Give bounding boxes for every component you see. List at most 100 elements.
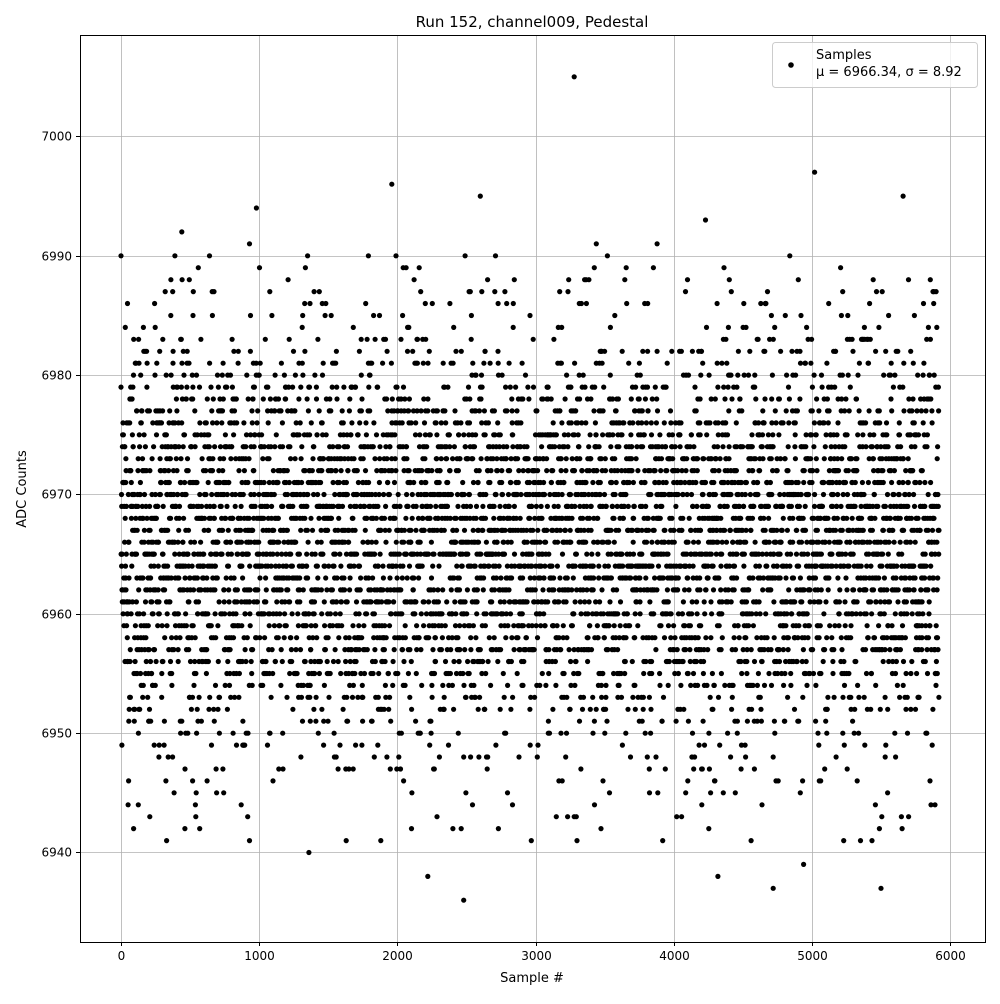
data-point: [298, 420, 303, 425]
data-point: [423, 301, 428, 306]
data-point: [219, 504, 224, 509]
data-point: [193, 814, 198, 819]
data-point: [708, 599, 713, 604]
data-point: [142, 492, 147, 497]
data-point: [133, 623, 138, 628]
data-point: [472, 444, 477, 449]
data-point: [389, 361, 394, 366]
data-point: [607, 599, 612, 604]
data-point: [271, 528, 276, 533]
data-point: [462, 647, 467, 652]
data-point: [711, 587, 716, 592]
data-point: [712, 683, 717, 688]
data-point: [514, 408, 519, 413]
data-point: [338, 671, 343, 676]
data-point: [470, 802, 475, 807]
data-point: [485, 754, 490, 759]
data-point: [263, 599, 268, 604]
data-point: [734, 575, 739, 580]
data-point: [376, 671, 381, 676]
data-point: [594, 468, 599, 473]
data-point: [690, 731, 695, 736]
data-point: [527, 707, 532, 712]
data-point: [230, 385, 235, 390]
data-point: [168, 277, 173, 282]
data-point: [238, 528, 243, 533]
data-point: [305, 575, 310, 580]
data-point: [782, 719, 787, 724]
data-point: [531, 385, 536, 390]
data-point: [317, 289, 322, 294]
data-point: [589, 528, 594, 533]
data-point: [280, 766, 285, 771]
data-point: [545, 599, 550, 604]
data-point: [565, 444, 570, 449]
data-point: [205, 396, 210, 401]
data-point: [518, 516, 523, 521]
data-point: [565, 289, 570, 294]
data-point: [449, 587, 454, 592]
data-point: [305, 396, 310, 401]
data-point: [540, 587, 545, 592]
data-point: [246, 396, 251, 401]
data-point: [327, 396, 332, 401]
data-point: [681, 707, 686, 712]
data-point: [510, 802, 515, 807]
data-point: [637, 396, 642, 401]
data-point: [408, 540, 413, 545]
data-point: [626, 361, 631, 366]
data-point: [769, 492, 774, 497]
data-point: [407, 695, 412, 700]
data-point: [136, 337, 141, 342]
data-point: [214, 790, 219, 795]
data-point: [425, 361, 430, 366]
data-point: [428, 719, 433, 724]
data-point: [154, 659, 159, 664]
data-point: [587, 623, 592, 628]
data-point: [805, 611, 810, 616]
data-point: [371, 671, 376, 676]
data-point: [624, 265, 629, 270]
data-point: [391, 659, 396, 664]
data-point: [606, 564, 611, 569]
data-point: [576, 671, 581, 676]
data-point: [204, 671, 209, 676]
data-point: [351, 766, 356, 771]
data-point: [660, 719, 665, 724]
data-point: [354, 659, 359, 664]
data-point: [742, 552, 747, 557]
data-point: [162, 587, 167, 592]
data-point: [649, 540, 654, 545]
data-point: [804, 683, 809, 688]
data-point: [181, 444, 186, 449]
data-point: [679, 814, 684, 819]
data-point: [350, 695, 355, 700]
data-point: [257, 635, 262, 640]
data-point: [563, 754, 568, 759]
data-point: [709, 552, 714, 557]
data-point: [445, 504, 450, 509]
data-point: [334, 349, 339, 354]
data-point: [206, 480, 211, 485]
data-point: [444, 599, 449, 604]
data-point: [190, 778, 195, 783]
data-point: [136, 361, 141, 366]
grid-lines: [80, 35, 985, 942]
data-point: [632, 683, 637, 688]
data-point: [756, 420, 761, 425]
data-point: [520, 575, 525, 580]
data-point: [286, 277, 291, 282]
data-point: [186, 599, 191, 604]
data-point: [606, 623, 611, 628]
data-point: [443, 420, 448, 425]
data-point: [383, 337, 388, 342]
data-point: [681, 659, 686, 664]
data-point: [433, 504, 438, 509]
data-point: [329, 313, 334, 318]
data-point: [503, 731, 508, 736]
data-point: [196, 265, 201, 270]
data-point: [124, 623, 129, 628]
data-point: [601, 408, 606, 413]
data-point: [539, 444, 544, 449]
data-point: [192, 540, 197, 545]
